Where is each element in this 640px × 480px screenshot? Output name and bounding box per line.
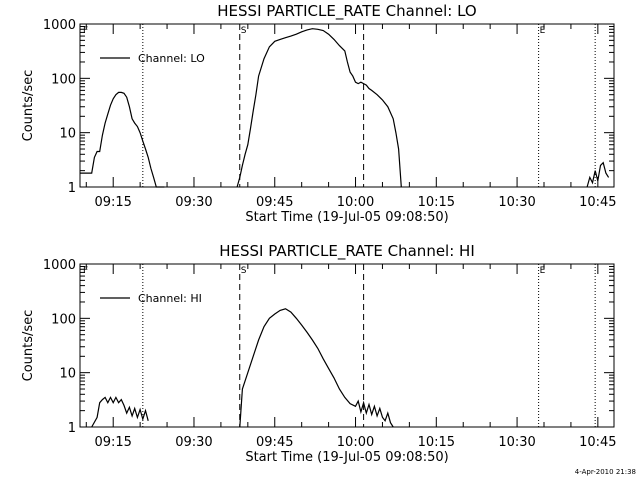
- y-tick-label: 1000: [43, 18, 76, 33]
- event-label: S: [241, 266, 247, 276]
- x-tick-label: 10:00: [337, 435, 374, 450]
- x-tick-label: 09:45: [256, 195, 293, 210]
- x-tick-label: 10:00: [337, 195, 374, 210]
- event-label: F: [83, 266, 88, 276]
- x-axis-label: Start Time (19-Jul-05 09:08:50): [245, 450, 448, 465]
- event-label: E: [540, 266, 546, 276]
- x-tick-label: 09:15: [94, 435, 131, 450]
- x-tick-label: 09:30: [175, 195, 212, 210]
- series-line: [586, 161, 610, 188]
- x-tick-label: 10:45: [579, 195, 616, 210]
- event-label: S: [241, 26, 247, 36]
- plot-frame: [79, 23, 615, 188]
- x-tick-label: 10:30: [498, 435, 535, 450]
- x-axis-label: Start Time (19-Jul-05 09:08:50): [245, 210, 448, 225]
- x-tick-label: 10:15: [418, 435, 455, 450]
- plot-frame: [79, 263, 615, 428]
- x-tick-label: 10:30: [498, 195, 535, 210]
- y-tick-label: 1: [68, 421, 76, 436]
- x-tick-label: 09:30: [175, 435, 212, 450]
- series-line: [236, 28, 402, 188]
- event-label: E: [540, 26, 546, 36]
- chart-title: HESSI PARTICLE_RATE Channel: LO: [217, 2, 476, 21]
- y-tick-label: 1000: [43, 258, 76, 273]
- legend-label: Channel: HI: [138, 292, 202, 305]
- y-axis-label: Counts/sec: [21, 70, 36, 142]
- y-tick-label: 100: [51, 72, 76, 87]
- x-tick-label: 09:45: [256, 435, 293, 450]
- series-line: [239, 308, 394, 428]
- y-tick-label: 1: [68, 181, 76, 196]
- x-tick-label: 10:45: [579, 435, 616, 450]
- series-line: [91, 396, 149, 428]
- y-tick-label: 10: [59, 127, 76, 142]
- chart-title: HESSI PARTICLE_RATE Channel: HI: [219, 242, 475, 261]
- event-label: F: [83, 26, 88, 36]
- y-axis-label: Counts/sec: [21, 310, 36, 382]
- x-tick-label: 10:15: [418, 195, 455, 210]
- x-tick-label: 09:15: [94, 195, 131, 210]
- y-tick-label: 10: [59, 367, 76, 382]
- legend-label: Channel: LO: [138, 52, 205, 65]
- timestamp: 4-Apr-2010 21:38: [574, 468, 636, 476]
- series-line: [80, 91, 165, 188]
- y-tick-label: 100: [51, 312, 76, 327]
